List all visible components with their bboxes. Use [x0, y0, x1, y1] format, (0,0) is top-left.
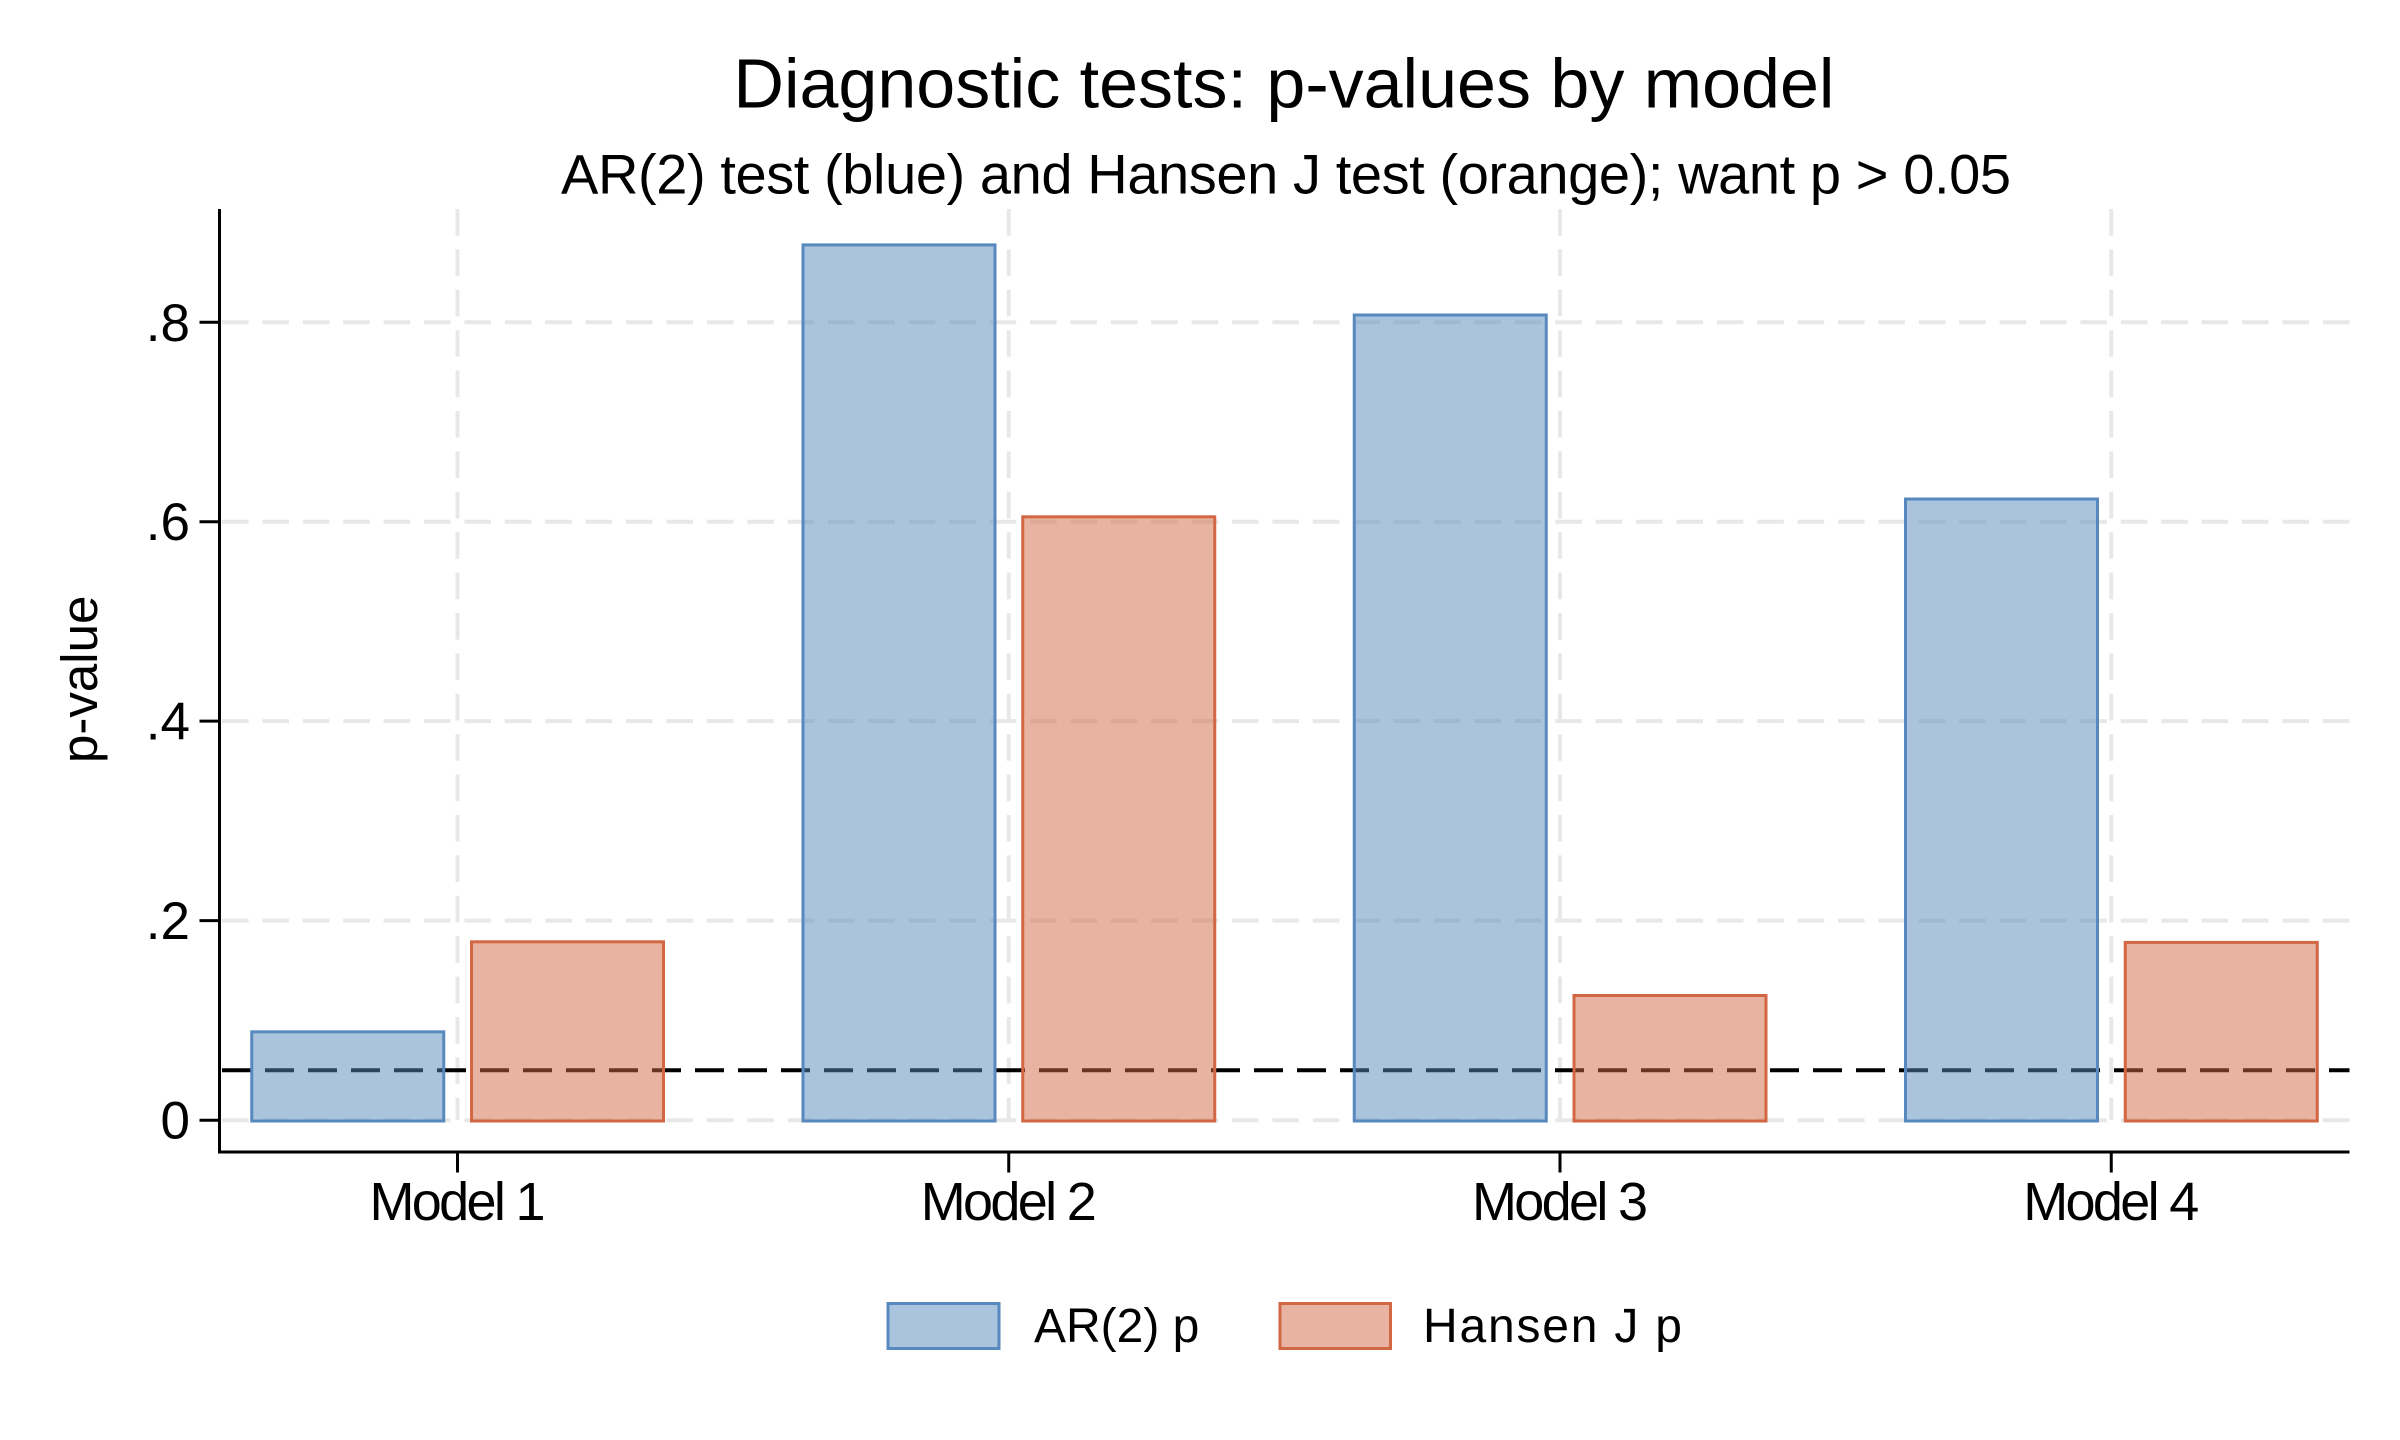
svg-text:Model 4: Model 4: [2023, 1172, 2199, 1232]
svg-text:Model 3: Model 3: [1472, 1172, 1648, 1232]
svg-text:p-value: p-value: [51, 596, 108, 763]
svg-text:.8: .8: [146, 294, 190, 353]
svg-text:.4: .4: [146, 693, 190, 752]
svg-text:.6: .6: [146, 493, 190, 552]
svg-text:AR(2) p: AR(2) p: [1034, 1300, 1199, 1353]
svg-text:0: 0: [161, 1092, 190, 1151]
svg-text:Model 2: Model 2: [921, 1172, 1097, 1232]
svg-text:Diagnostic tests: p-values by: Diagnostic tests: p-values by model: [733, 45, 1834, 123]
svg-text:.2: .2: [146, 892, 190, 951]
svg-text:Hansen J p: Hansen J p: [1423, 1300, 1682, 1353]
svg-text:AR(2) test (blue) and Hansen J: AR(2) test (blue) and Hansen J test (ora…: [561, 142, 2011, 205]
svg-text:Model 1: Model 1: [370, 1172, 546, 1232]
